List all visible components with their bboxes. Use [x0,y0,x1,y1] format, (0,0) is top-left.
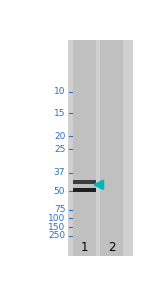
Text: 150: 150 [48,222,65,231]
Bar [73,188,96,193]
Text: 2: 2 [108,241,116,254]
Text: 20: 20 [54,132,65,141]
Text: 15: 15 [54,109,65,118]
Text: 25: 25 [54,144,65,154]
Text: 250: 250 [48,231,65,240]
Text: 10: 10 [54,87,65,96]
Bar [68,40,133,256]
Text: 37: 37 [54,168,65,177]
Bar [100,40,123,256]
Text: 1: 1 [81,241,88,254]
Bar [73,40,96,256]
Bar [73,180,96,184]
Text: 50: 50 [54,187,65,196]
Text: 75: 75 [54,205,65,214]
Text: 100: 100 [48,214,65,223]
